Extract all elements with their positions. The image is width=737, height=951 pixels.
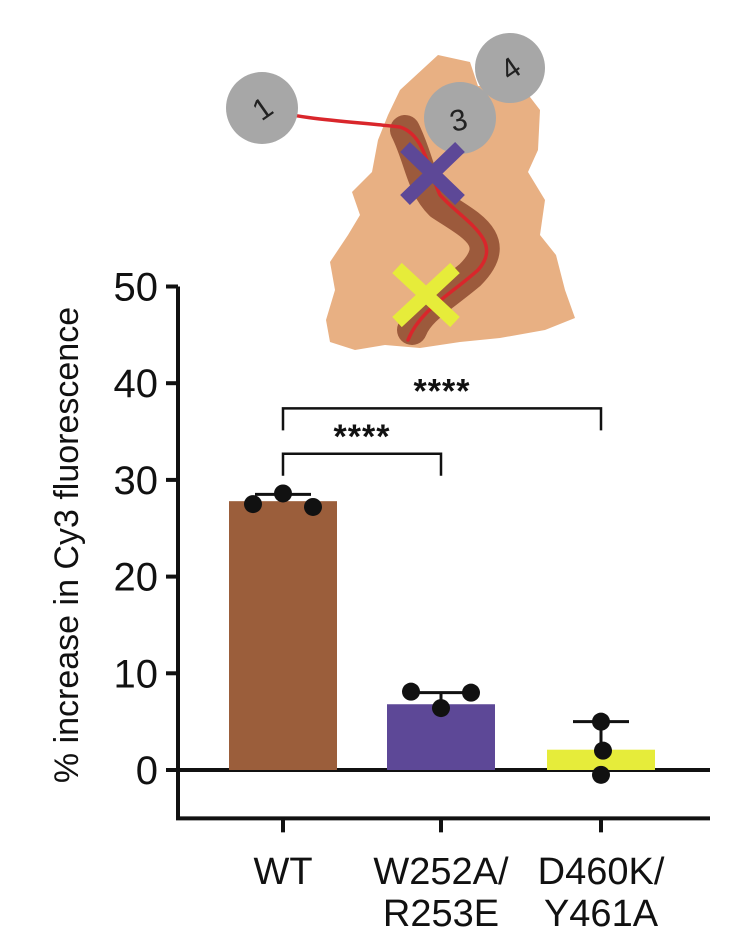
point-0-0 bbox=[244, 495, 262, 514]
point-0-1 bbox=[274, 484, 292, 503]
cross-purple bbox=[400, 141, 465, 206]
y-tick-label-40: 40 bbox=[114, 362, 159, 406]
point-2-2 bbox=[592, 765, 610, 784]
y-tick-label-0: 0 bbox=[136, 749, 158, 793]
category-label-2-line1: D460K/ bbox=[538, 851, 665, 893]
bar-0 bbox=[229, 501, 337, 770]
y-axis-label: % increase in Cy3 fluorescence bbox=[48, 307, 86, 783]
y-tick-label-50: 50 bbox=[114, 266, 159, 310]
node-1-circle bbox=[226, 72, 298, 144]
cross-purple-stroke-2 bbox=[400, 141, 465, 206]
node-1: 1 bbox=[226, 72, 298, 144]
category-label-0-line1: WT bbox=[253, 851, 312, 893]
y-tick-label-30: 30 bbox=[114, 459, 159, 503]
sig-label-1: **** bbox=[334, 418, 391, 456]
category-label-1-line1: W252A/ bbox=[373, 851, 509, 893]
cross-yellow-stroke-2 bbox=[392, 262, 460, 328]
point-2-1 bbox=[594, 741, 612, 760]
sig-bracket-1 bbox=[281, 452, 443, 476]
data-points bbox=[244, 484, 612, 784]
significance-brackets: **** **** bbox=[281, 372, 603, 476]
protein-schematic: 1 4 3 bbox=[226, 33, 575, 350]
node-4: 4 bbox=[475, 33, 545, 103]
category-label-2-line2: Y461A bbox=[544, 893, 659, 935]
point-0-2 bbox=[304, 497, 322, 516]
rna-strand bbox=[260, 106, 489, 342]
node-3: 3 bbox=[424, 82, 496, 154]
bars bbox=[229, 501, 655, 770]
node-4-circle bbox=[475, 33, 545, 103]
cross-yellow bbox=[392, 262, 460, 328]
y-tick-label-20: 20 bbox=[114, 556, 159, 600]
category-labels: WT W252A/R253E D460K/Y461A bbox=[253, 851, 664, 935]
point-1-2 bbox=[462, 683, 480, 702]
sig-label-0: **** bbox=[414, 372, 471, 410]
point-1-0 bbox=[402, 682, 420, 701]
category-label-1-line2: R253E bbox=[383, 893, 499, 935]
y-tick-labels: 0 10 20 30 40 50 bbox=[114, 266, 159, 794]
point-1-1 bbox=[432, 699, 450, 718]
point-2-0 bbox=[592, 712, 610, 731]
bar-2 bbox=[547, 749, 655, 770]
sig-bracket-0 bbox=[281, 407, 603, 431]
y-tick-label-10: 10 bbox=[114, 652, 159, 696]
node-3-circle bbox=[424, 82, 496, 154]
